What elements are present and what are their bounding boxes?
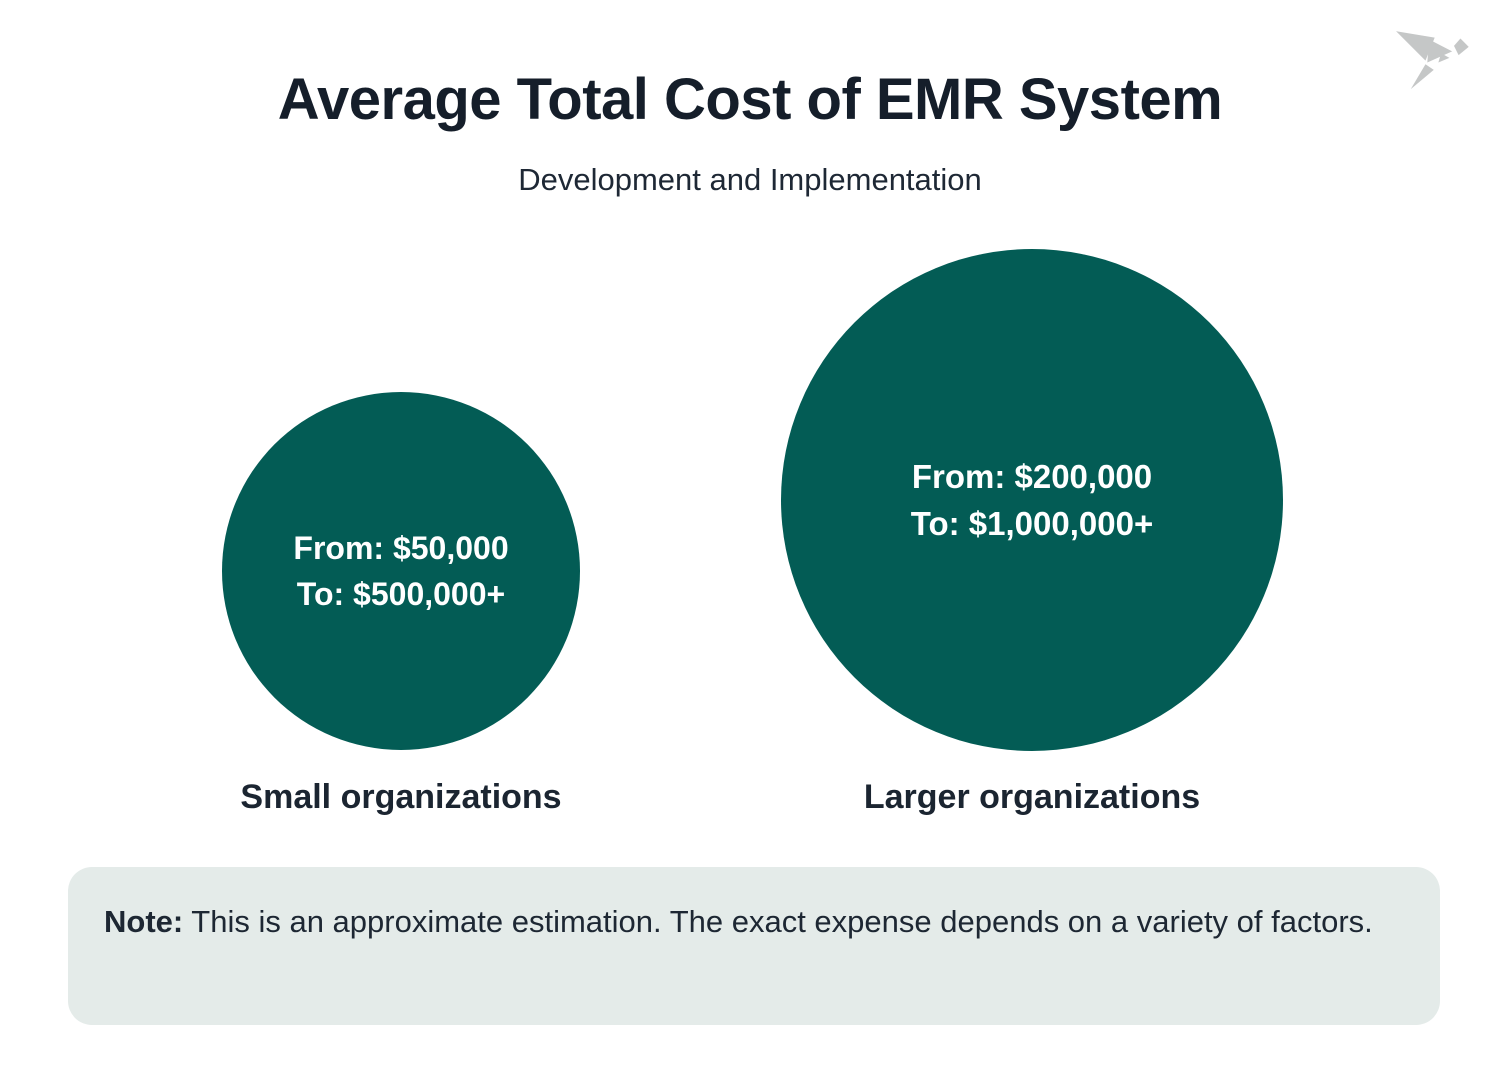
origami-bird-logo-icon	[1396, 31, 1469, 90]
category-label-larger-organizations: Larger organizations	[863, 778, 1201, 816]
note-prefix: Note:	[104, 904, 184, 939]
larger-org-cost-to: To: $1,000,000+	[910, 505, 1154, 542]
larger-org-cost-from: From: $200,000	[911, 458, 1153, 495]
note-body: This is an approximate estimation. The e…	[183, 904, 1373, 939]
page-subtitle: Development and Implementation	[518, 162, 982, 197]
bubble-small-organizations: From: $50,000 To: $500,000+	[222, 392, 580, 750]
bubble-larger-organizations: From: $200,000 To: $1,000,000+	[781, 249, 1283, 751]
page-title: Average Total Cost of EMR System	[277, 67, 1223, 132]
category-label-small-organizations: Small organizations	[240, 778, 562, 816]
small-org-cost-to: To: $500,000+	[296, 576, 506, 612]
note-text: Note: This is an approximate estimation.…	[104, 897, 1380, 947]
small-org-cost-from: From: $50,000	[293, 530, 509, 566]
note-box: Note: This is an approximate estimation.…	[68, 867, 1440, 1025]
